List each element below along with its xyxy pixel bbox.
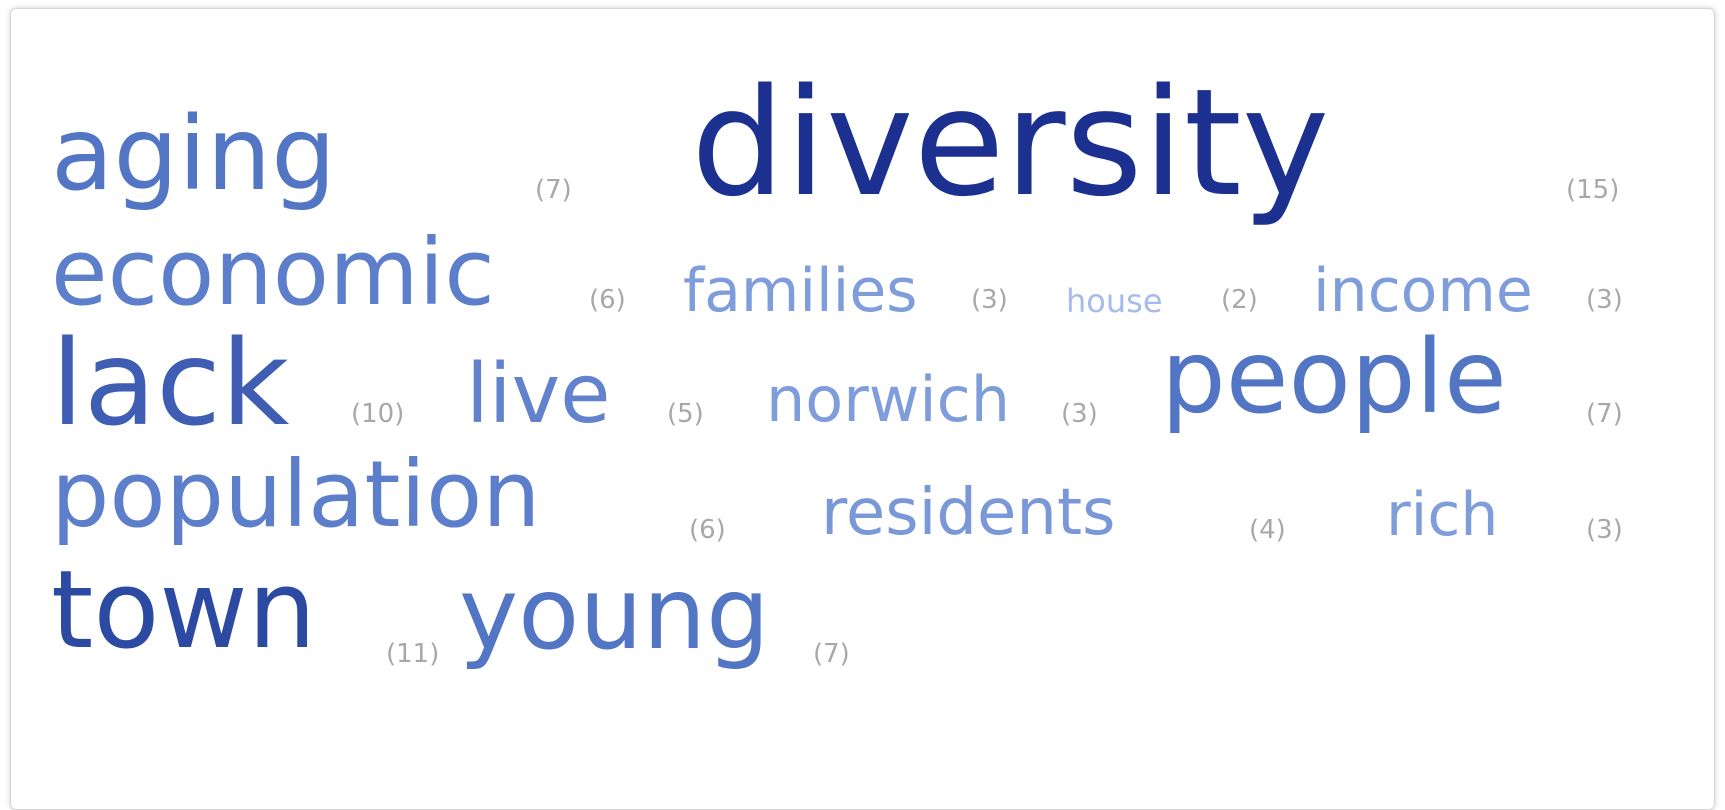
tag-families-count: (3) xyxy=(971,285,1008,315)
tag-young[interactable]: young xyxy=(459,555,770,672)
tag-people-count: (7) xyxy=(1586,399,1623,429)
tag-diversity-count: (15) xyxy=(1566,175,1620,205)
tag-house[interactable]: house xyxy=(1066,282,1163,320)
tag-live[interactable]: live xyxy=(466,347,611,442)
tag-aging[interactable]: aging xyxy=(51,95,336,214)
tag-live-count: (5) xyxy=(667,399,704,429)
tag-norwich-count: (3) xyxy=(1061,399,1098,429)
tag-town[interactable]: town xyxy=(51,548,317,673)
tag-diversity[interactable]: diversity xyxy=(691,57,1330,229)
tag-town-count: (11) xyxy=(386,639,440,669)
tag-families[interactable]: families xyxy=(683,256,918,326)
tag-population[interactable]: population xyxy=(51,441,541,548)
tag-economic[interactable]: economic xyxy=(51,219,495,326)
tag-lack-count: (10) xyxy=(351,399,405,429)
tag-lack[interactable]: lack xyxy=(51,314,290,452)
tag-rich-count: (3) xyxy=(1586,515,1623,545)
tag-rich[interactable]: rich xyxy=(1386,480,1499,550)
tag-residents[interactable]: residents xyxy=(821,476,1116,550)
tag-cloud-panel: aging (7) diversity (15) economic (6) fa… xyxy=(10,8,1715,810)
tag-residents-count: (4) xyxy=(1249,515,1286,545)
tag-young-count: (7) xyxy=(813,639,850,669)
tag-economic-count: (6) xyxy=(589,285,626,315)
tag-aging-count: (7) xyxy=(535,175,572,205)
tag-population-count: (6) xyxy=(689,515,726,545)
tag-income[interactable]: income xyxy=(1313,256,1533,326)
tag-income-count: (3) xyxy=(1586,285,1623,315)
tag-people[interactable]: people xyxy=(1161,318,1507,437)
tag-house-count: (2) xyxy=(1221,285,1258,315)
tag-norwich[interactable]: norwich xyxy=(766,363,1011,436)
